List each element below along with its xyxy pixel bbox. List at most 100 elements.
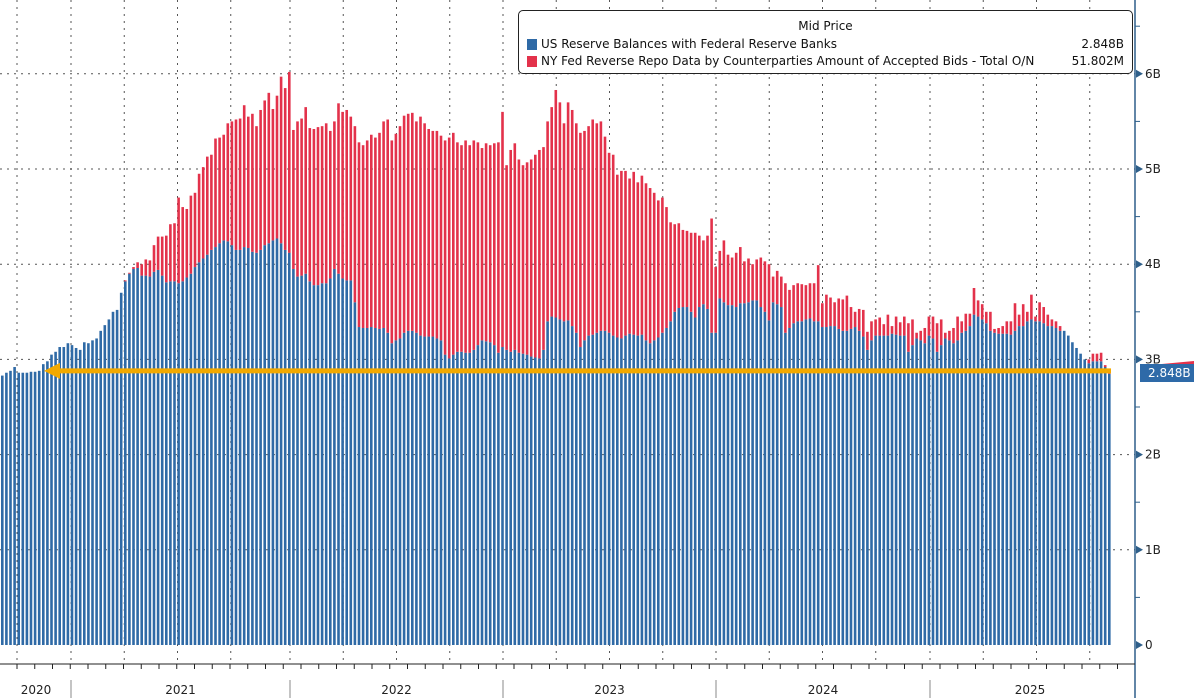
bar-reverse-repo	[353, 126, 357, 303]
bar-reserves	[156, 269, 160, 645]
bar-reserves	[124, 281, 127, 645]
bar-reserves	[415, 332, 418, 645]
bar-reserves	[1017, 326, 1021, 645]
bar-reserves	[103, 325, 107, 645]
bar-reverse-repo	[181, 207, 184, 282]
bar-reserves	[431, 336, 435, 645]
bar-reverse-repo	[903, 316, 906, 336]
bar-reverse-repo	[1009, 321, 1013, 335]
bar-reverse-repo	[365, 140, 369, 328]
bar-reverse-repo	[1034, 316, 1037, 322]
bar-reserves	[972, 314, 976, 645]
bar-reverse-repo	[579, 132, 582, 348]
bar-reverse-repo	[406, 113, 410, 331]
bar-reverse-repo	[894, 316, 898, 335]
bar-reverse-repo	[677, 223, 681, 308]
bar-reverse-repo	[669, 222, 672, 322]
bar-reverse-repo	[886, 314, 890, 336]
bar-reserves	[800, 321, 804, 645]
bar-reserves	[255, 252, 258, 645]
bar-reverse-repo	[866, 331, 869, 350]
bar-reserves	[83, 342, 86, 645]
bar-reserves	[370, 327, 373, 645]
bar-reverse-repo	[722, 240, 726, 303]
bar-reverse-repo	[845, 295, 849, 331]
bar-reverse-repo	[812, 283, 816, 322]
x-tick-label: 2025	[1015, 683, 1046, 697]
bar-reverse-repo	[423, 123, 426, 337]
bar-reserves	[501, 347, 504, 645]
legend-value: 2.848B	[1081, 37, 1124, 51]
bar-reverse-repo	[177, 197, 180, 284]
bars	[1, 71, 1111, 646]
bar-reverse-repo	[931, 316, 935, 339]
bar-reverse-repo	[976, 300, 980, 317]
bar-reserves	[546, 321, 549, 645]
bar-reverse-repo	[218, 137, 221, 244]
bar-reverse-repo	[591, 119, 594, 335]
bar-reserves	[747, 302, 750, 645]
y-tick-label: 3B	[1145, 352, 1161, 366]
bar-reverse-repo	[283, 88, 287, 250]
bar-reserves	[788, 327, 791, 645]
bar-reserves	[37, 370, 41, 645]
bar-reserves	[857, 330, 861, 645]
bar-reverse-repo	[193, 192, 197, 268]
bar-reserves	[587, 335, 590, 645]
bar-reverse-repo	[222, 134, 225, 241]
bar-reserves	[140, 275, 143, 645]
bar-reserves	[427, 336, 430, 645]
bar-reverse-repo	[460, 145, 463, 352]
bar-reverse-repo	[607, 152, 611, 333]
bar-reserves	[144, 275, 148, 645]
bar-reverse-repo	[710, 218, 713, 333]
y-tick-marker-icon	[1136, 165, 1143, 173]
bar-reserves	[792, 323, 795, 645]
bar-reserves	[152, 271, 156, 645]
bar-reverse-repo	[439, 135, 443, 341]
bar-reserves	[91, 340, 94, 645]
bar-reserves	[628, 333, 631, 645]
bar-reverse-repo	[210, 154, 213, 250]
bar-reverse-repo	[685, 230, 689, 308]
bar-reverse-repo	[755, 259, 758, 301]
bar-reserves	[128, 273, 131, 645]
bar-reserves	[406, 330, 410, 645]
bar-reserves	[693, 317, 697, 645]
bar-reverse-repo	[968, 313, 972, 327]
bar-reverse-repo	[427, 129, 430, 337]
bar-reverse-repo	[620, 170, 623, 339]
bar-reserves	[312, 285, 316, 645]
bar-reserves	[66, 343, 70, 645]
bar-reserves	[136, 268, 139, 645]
bar-reserves	[394, 340, 398, 645]
bar-reserves	[242, 247, 246, 645]
bar-reverse-repo	[907, 323, 910, 352]
bar-reverse-repo	[1103, 365, 1107, 368]
bar-reserves	[435, 338, 439, 645]
bar-reserves	[767, 320, 771, 645]
bar-reserves	[214, 247, 217, 645]
bar-reserves	[702, 304, 705, 645]
bar-reserves	[685, 307, 689, 645]
bar-reserves	[878, 335, 881, 645]
bar-reverse-repo	[304, 107, 307, 274]
bar-reserves	[1075, 347, 1078, 645]
bar-reserves	[488, 342, 492, 645]
bar-reserves	[911, 345, 914, 645]
bar-reverse-repo	[911, 319, 914, 346]
bar-reverse-repo	[853, 311, 857, 328]
y-tick-marker-icon	[1136, 355, 1143, 364]
bar-reserves	[95, 338, 98, 645]
bar-reverse-repo	[197, 173, 201, 263]
bar-reserves	[439, 340, 443, 645]
bar-reserves	[382, 327, 385, 645]
bar-reserves	[230, 245, 234, 645]
bar-reserves	[9, 370, 12, 645]
bar-reverse-repo	[632, 171, 635, 335]
bar-reverse-repo	[948, 330, 951, 341]
bar-reserves	[521, 353, 525, 645]
bar-reserves	[993, 332, 996, 645]
bar-reserves	[443, 354, 447, 645]
bar-reverse-repo	[480, 148, 484, 341]
